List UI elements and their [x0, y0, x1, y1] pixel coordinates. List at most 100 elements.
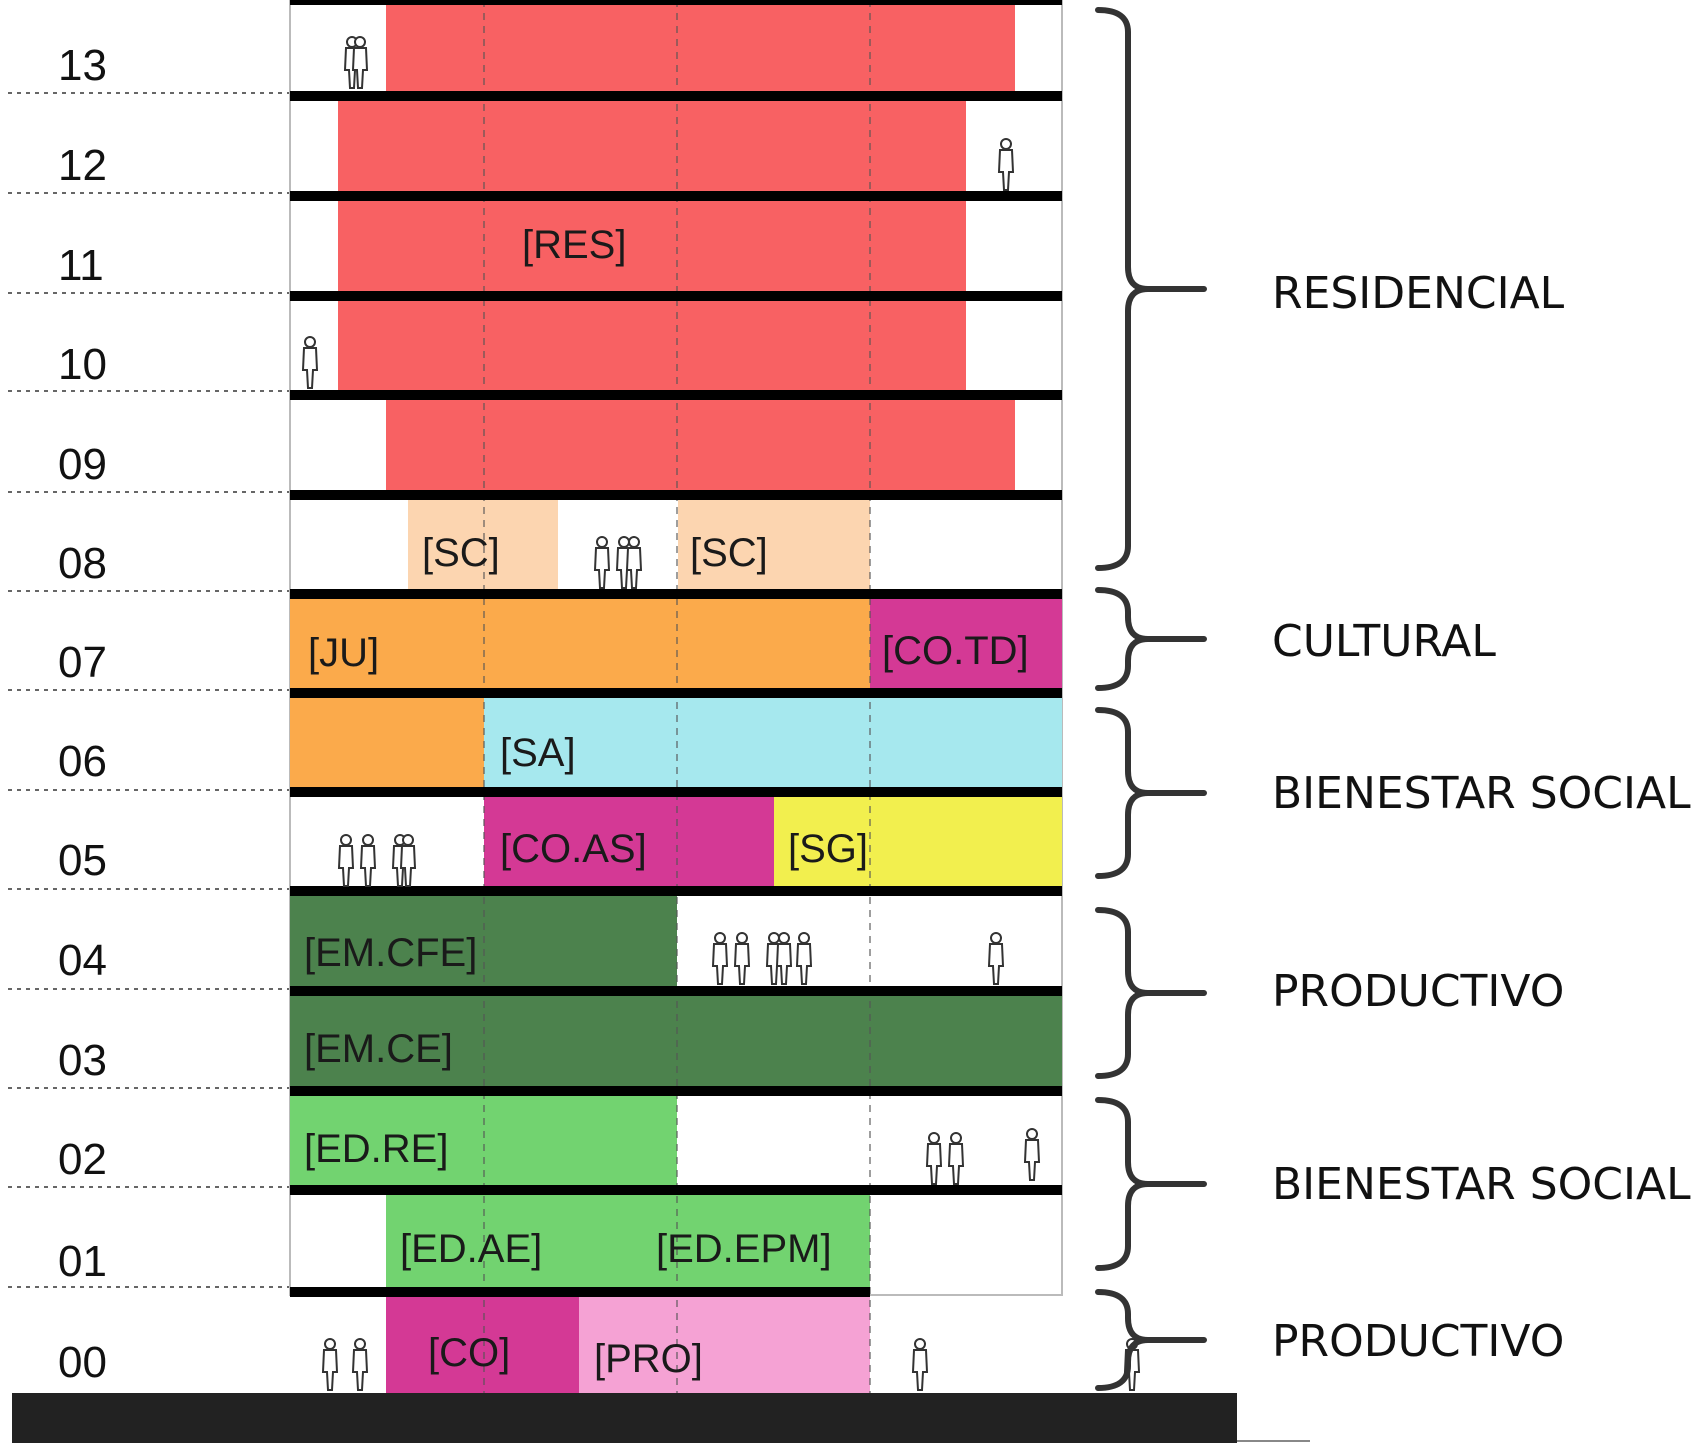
level-number-05: 05	[58, 836, 107, 885]
person-figure	[301, 336, 319, 389]
person-figure	[795, 932, 813, 985]
block-label-ed-epm: [ED.EPM]	[656, 1227, 832, 1271]
block-label-em-ce: [EM.CE]	[304, 1027, 453, 1071]
person-figure	[351, 1338, 369, 1391]
group-label-cultural: CULTURAL	[1272, 616, 1496, 667]
block-res-11	[338, 196, 966, 296]
person-figure	[925, 1132, 943, 1185]
block-label-sa: [SA]	[500, 731, 576, 775]
level-number-02: 02	[58, 1135, 107, 1184]
block-ju-06	[290, 693, 484, 792]
group-label-bienestar-upper: BIENESTAR SOCIAL	[1272, 768, 1691, 819]
floor-slab	[290, 986, 1062, 996]
block-label-em-cfe: [EM.CFE]	[304, 931, 477, 975]
group-label-productivo-upper: PRODUCTIVO	[1272, 966, 1564, 1017]
group-label-productivo-lower: PRODUCTIVO	[1272, 1316, 1564, 1367]
block-label-ed-re: [ED.RE]	[304, 1127, 448, 1171]
block-ed-ae	[386, 1190, 613, 1292]
structural-axes	[483, 0, 871, 1393]
brace-productivo-lower	[1095, 1289, 1207, 1391]
floor-slab	[290, 1185, 1062, 1195]
block-labels: [RES] [SC] [SC] [JU] [CO.TD] [SA] [CO.AS] [SG] […	[304, 223, 1029, 1381]
block-sg	[774, 792, 1062, 891]
person-figure	[593, 536, 611, 589]
block-co-td	[870, 594, 1062, 693]
level-numbers: 00 01 02 03 04 05 06 07 08 09 10 11 12 13	[58, 41, 107, 1387]
block-pro	[579, 1292, 870, 1393]
person-figure	[711, 932, 729, 985]
block-label-res-11: [RES]	[522, 223, 626, 267]
ground-plane	[12, 1393, 1237, 1443]
floor-slab	[290, 291, 1062, 301]
person-figure	[337, 834, 355, 887]
floor-slab	[290, 688, 1062, 698]
person-figure	[399, 834, 417, 887]
block-label-sg: [SG]	[788, 827, 868, 871]
block-sc-a	[408, 495, 558, 594]
level-number-08: 08	[58, 539, 107, 588]
floor-slab	[290, 886, 1062, 896]
block-label-sc-a: [SC]	[422, 531, 500, 575]
floor-slab	[290, 787, 1062, 797]
person-figure	[351, 36, 369, 89]
block-ed-epm	[613, 1190, 870, 1292]
level-number-13: 13	[58, 41, 107, 90]
level-number-12: 12	[58, 141, 107, 190]
block-label-ju: [JU]	[308, 631, 379, 675]
group-label-residencial: RESIDENCIAL	[1272, 268, 1565, 319]
block-label-co-as: [CO.AS]	[500, 827, 647, 871]
brace-residencial	[1095, 7, 1207, 571]
block-res-12	[338, 96, 966, 196]
person-figure	[733, 932, 751, 985]
brace-productivo-upper	[1095, 907, 1207, 1079]
floor-slab	[290, 191, 1062, 201]
block-label-co: [CO]	[428, 1331, 510, 1375]
block-sa	[484, 693, 1062, 792]
person-figure	[987, 932, 1005, 985]
block-res-13	[386, 0, 1015, 96]
level-number-07: 07	[58, 638, 107, 687]
brace-cultural	[1095, 587, 1207, 691]
person-figure	[947, 1132, 965, 1185]
floor-slab	[290, 1086, 1062, 1096]
group-label-bienestar-lower: BIENESTAR SOCIAL	[1272, 1159, 1691, 1210]
level-number-03: 03	[58, 1036, 107, 1085]
block-ju	[290, 594, 870, 693]
brace-bienestar-upper	[1095, 707, 1207, 879]
person-figure	[997, 138, 1015, 191]
block-label-ed-ae: [ED.AE]	[400, 1227, 542, 1271]
person-figure	[911, 1338, 929, 1391]
floor-slab	[290, 490, 1062, 500]
brace-bienestar-lower	[1095, 1097, 1207, 1271]
block-co-as	[484, 792, 774, 891]
floor-slab	[290, 390, 1062, 400]
block-em-ce	[290, 991, 1062, 1091]
block-res-10	[338, 296, 966, 395]
person-figure	[625, 536, 643, 589]
floor-slabs	[290, 0, 1062, 1297]
person-figure	[1023, 1128, 1041, 1181]
floor-slab	[290, 91, 1062, 101]
floor-slab	[290, 0, 1062, 5]
level-number-10: 10	[58, 340, 107, 389]
people-figures	[301, 36, 1141, 1391]
level-guides	[8, 92, 290, 1288]
person-figure	[359, 834, 377, 887]
floor-slab	[290, 1287, 870, 1297]
block-co	[386, 1292, 579, 1393]
block-res-09	[386, 395, 1015, 495]
level-number-11: 11	[58, 241, 104, 290]
block-sc-b	[678, 495, 870, 594]
block-label-pro: [PRO]	[594, 1337, 703, 1381]
level-number-00: 00	[58, 1338, 107, 1387]
floor-slab	[290, 589, 1062, 599]
level-number-09: 09	[58, 440, 107, 489]
level-number-01: 01	[58, 1237, 107, 1286]
person-figure	[321, 1338, 339, 1391]
level-number-06: 06	[58, 737, 107, 786]
block-label-sc-b: [SC]	[690, 531, 768, 575]
level-number-04: 04	[58, 936, 107, 985]
block-label-co-td: [CO.TD]	[882, 629, 1029, 673]
person-figure	[775, 932, 793, 985]
